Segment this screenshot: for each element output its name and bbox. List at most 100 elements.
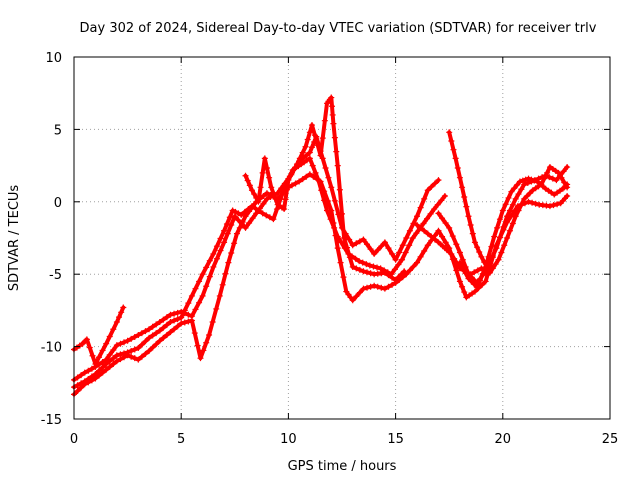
data-point xyxy=(273,206,280,213)
data-point xyxy=(263,190,270,197)
data-point xyxy=(308,144,315,151)
data-point xyxy=(448,137,455,144)
data-point xyxy=(178,314,185,321)
data-point xyxy=(352,255,359,262)
data-point xyxy=(213,305,220,312)
data-point xyxy=(494,224,501,231)
data-point xyxy=(203,339,210,346)
data-point xyxy=(414,259,421,266)
data-point xyxy=(446,224,453,231)
data-point xyxy=(99,369,106,376)
data-point xyxy=(556,172,563,179)
data-point xyxy=(363,261,370,268)
data-point xyxy=(153,321,160,328)
data-point xyxy=(217,235,224,242)
data-point xyxy=(206,332,213,339)
data-point xyxy=(74,374,81,381)
data-point xyxy=(451,255,458,262)
data-point xyxy=(303,173,310,180)
data-point xyxy=(110,355,117,362)
data-point xyxy=(360,268,367,275)
data-point xyxy=(421,248,428,255)
data-point xyxy=(192,306,199,313)
data-point xyxy=(479,270,486,277)
data-point xyxy=(542,172,549,179)
data-point xyxy=(268,184,275,191)
data-point xyxy=(235,217,242,224)
data-point xyxy=(509,201,516,208)
data-point xyxy=(353,293,360,300)
data-point xyxy=(463,203,470,210)
data-point xyxy=(392,276,399,283)
data-point xyxy=(89,352,96,359)
data-point xyxy=(153,341,160,348)
data-point xyxy=(532,200,539,207)
data-point xyxy=(478,265,485,272)
data-point xyxy=(311,132,318,139)
data-point xyxy=(334,162,341,169)
data-point xyxy=(512,213,519,220)
tick-labels: 0 5 10 15 20 25 -15 -10 -5 0 5 10 xyxy=(41,51,619,447)
data-point xyxy=(417,204,424,211)
data-point xyxy=(83,336,90,343)
data-point xyxy=(216,292,223,299)
data-point xyxy=(521,181,528,188)
data-point xyxy=(396,249,403,256)
data-point xyxy=(406,267,413,274)
data-point xyxy=(259,210,266,217)
data-point xyxy=(213,243,220,250)
data-point xyxy=(331,197,338,204)
data-point xyxy=(163,321,170,328)
data-point xyxy=(471,269,478,276)
data-point xyxy=(564,181,571,188)
data-point xyxy=(508,188,515,195)
data-point xyxy=(504,235,511,241)
data-point xyxy=(242,224,249,231)
data-point xyxy=(428,183,435,190)
data-point xyxy=(330,120,337,127)
data-point xyxy=(360,285,367,292)
data-point xyxy=(499,207,506,214)
data-point xyxy=(336,186,343,193)
data-point xyxy=(511,185,518,192)
data-point xyxy=(453,241,460,248)
data-point xyxy=(156,337,163,344)
data-point xyxy=(135,356,142,363)
data-point xyxy=(471,288,478,295)
data-point xyxy=(378,243,385,250)
data-point xyxy=(131,333,138,340)
data-point xyxy=(435,227,442,234)
data-point xyxy=(522,176,529,183)
data-point xyxy=(391,266,398,273)
data-point xyxy=(401,268,408,275)
data-point xyxy=(346,254,353,261)
data-point xyxy=(135,345,142,352)
data-point xyxy=(367,283,374,290)
data-point xyxy=(454,260,461,267)
data-point xyxy=(389,281,396,288)
data-point xyxy=(356,258,363,265)
data-point xyxy=(428,233,435,240)
data-point xyxy=(356,289,363,296)
y-tick-label: -15 xyxy=(41,413,62,428)
data-point xyxy=(371,250,378,257)
data-point xyxy=(321,188,328,195)
data-point xyxy=(461,289,468,296)
data-point xyxy=(106,333,113,340)
data-point xyxy=(450,146,457,153)
data-point xyxy=(456,249,463,256)
data-point xyxy=(96,372,103,379)
data-point xyxy=(142,350,149,357)
data-point xyxy=(255,198,262,205)
data-point xyxy=(188,317,195,324)
data-point xyxy=(424,242,431,249)
y-tick-label: 0 xyxy=(54,196,62,211)
data-point xyxy=(467,271,474,278)
data-point xyxy=(309,162,316,169)
data-point xyxy=(191,330,198,337)
data-point xyxy=(296,178,303,185)
data-point xyxy=(171,310,178,317)
data-point xyxy=(341,235,348,241)
data-point xyxy=(421,227,428,234)
data-point xyxy=(249,215,256,222)
